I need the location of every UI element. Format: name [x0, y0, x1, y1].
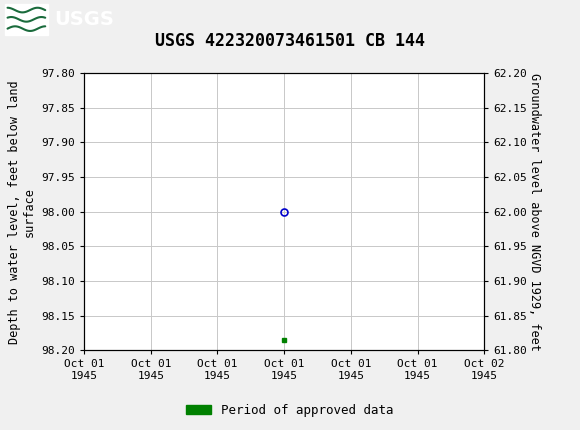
Text: USGS: USGS [54, 10, 114, 29]
Legend: Period of approved data: Period of approved data [181, 399, 399, 421]
Y-axis label: Depth to water level, feet below land
surface: Depth to water level, feet below land su… [8, 80, 36, 344]
Text: USGS 422320073461501 CB 144: USGS 422320073461501 CB 144 [155, 32, 425, 50]
Y-axis label: Groundwater level above NGVD 1929, feet: Groundwater level above NGVD 1929, feet [528, 73, 541, 351]
Bar [5, 4, 48, 35]
